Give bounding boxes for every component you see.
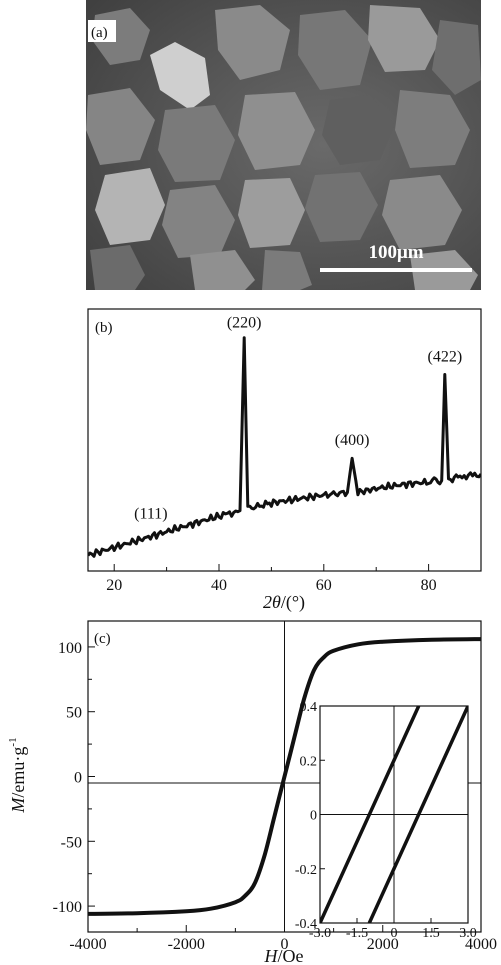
mh-y-tick-label: -50 xyxy=(61,834,82,851)
xrd-peak-annotations: (111) (220) (400) (422) xyxy=(134,314,462,522)
flake xyxy=(190,250,255,290)
flake xyxy=(432,20,481,95)
xrd-x-tick-label: 60 xyxy=(316,577,332,594)
panel-b-label: (b) xyxy=(95,320,113,336)
flake xyxy=(150,42,210,110)
flake xyxy=(90,245,145,290)
flake xyxy=(238,92,315,170)
mh-x-tick-label: -4000 xyxy=(69,936,106,953)
inset-series-line xyxy=(367,706,468,923)
mh-series-line xyxy=(87,637,482,916)
mh-x-tick-label: 0 xyxy=(281,936,289,953)
xrd-peak-label: (422) xyxy=(428,348,463,365)
inset-x-tick-label: 0 xyxy=(391,926,398,941)
xrd-series-line xyxy=(88,336,481,558)
inset-y-tick-label: 0.2 xyxy=(300,754,318,769)
mh-x-tick-label: 2000 xyxy=(367,936,399,953)
xrd-x-tick-label: 40 xyxy=(211,577,227,594)
mh-x-axis-label: H/Oe xyxy=(264,946,304,965)
xrd-peak-label: (400) xyxy=(335,432,370,449)
inset-y-tick-label: 0.4 xyxy=(300,700,318,715)
xrd-x-tick-label: 20 xyxy=(106,577,122,594)
flake xyxy=(368,5,440,72)
inset-series-line xyxy=(320,706,421,923)
flake xyxy=(86,88,155,165)
mh-y-tick-label: 100 xyxy=(58,640,82,657)
panel-c-label: (c) xyxy=(94,631,111,647)
inset-x-tick-label: -1.5 xyxy=(346,926,368,941)
xrd-plot-frame xyxy=(87,308,482,572)
inset-x-tick-label: 3.0 xyxy=(459,926,477,941)
mh-x-tick-label: -2000 xyxy=(168,936,205,953)
panel-a-label: (a) xyxy=(91,25,108,41)
inset-y-tick-label: -0.2 xyxy=(295,863,317,878)
inset-x-tick-label: -3.0 xyxy=(309,926,331,941)
mh-y-tick-label: 50 xyxy=(66,705,82,722)
flake xyxy=(298,10,372,90)
sem-image-panel: (a) 100μm xyxy=(86,0,481,290)
xrd-chart: (b) 20 40 60 80 (111) (220) (400) (422) 2θ/(°) xyxy=(87,308,482,613)
xrd-peak-label: (220) xyxy=(227,314,262,331)
mh-y-tick-label: -100 xyxy=(53,899,82,916)
flake xyxy=(322,95,395,165)
flake xyxy=(382,175,462,250)
panel-a-label-box xyxy=(88,20,116,42)
inset-ticks: -3.0 -1.5 0 1.5 3.0 0.4 0.2 0 -0.2 -0.4 xyxy=(295,700,477,941)
scale-bar xyxy=(320,268,472,272)
mh-x-tick-label: 4000 xyxy=(465,936,497,953)
xrd-x-tick-label: 80 xyxy=(421,577,437,594)
flake xyxy=(95,168,165,245)
mh-y-tick-label: 0 xyxy=(74,770,82,787)
xrd-x-ticks: 20 40 60 80 xyxy=(106,564,482,594)
inset-y-tick-label: -0.4 xyxy=(295,917,317,932)
flake xyxy=(162,185,235,258)
flake xyxy=(158,105,235,182)
mh-inset: -3.0 -1.5 0 1.5 3.0 0.4 0.2 0 -0.2 -0.4 xyxy=(295,700,477,941)
flake xyxy=(262,250,312,290)
inset-lines xyxy=(320,706,468,923)
scale-bar-text: 100μm xyxy=(368,242,423,263)
flake xyxy=(395,90,470,168)
flake xyxy=(238,178,305,248)
flake xyxy=(215,5,290,80)
xrd-peak-label: (111) xyxy=(134,506,167,523)
mh-y-axis-label: M/emu·g-1 xyxy=(7,737,28,813)
inset-x-tick-label: 1.5 xyxy=(422,926,440,941)
inset-y-tick-label: 0 xyxy=(310,809,317,824)
xrd-x-axis-label: 2θ/(°) xyxy=(263,592,305,613)
flake xyxy=(305,172,378,242)
